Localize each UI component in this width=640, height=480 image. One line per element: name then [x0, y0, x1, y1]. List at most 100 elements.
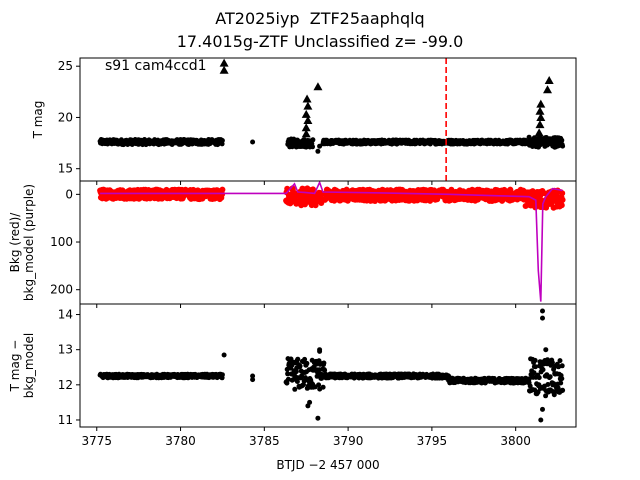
data-point: [540, 406, 545, 412]
y-tick-label: 0: [65, 187, 73, 201]
top-panel-data: [97, 58, 566, 181]
y-tick-label: 14: [58, 308, 73, 322]
data-point: [547, 374, 553, 380]
data-point: [533, 364, 538, 370]
data-point: [285, 371, 291, 377]
triangle-point: [301, 129, 311, 138]
data-point: [310, 137, 316, 143]
triangle-point: [219, 65, 229, 74]
data-point: [543, 393, 549, 399]
data-point: [315, 415, 321, 421]
data-point: [540, 367, 546, 373]
triangle-point: [536, 99, 546, 108]
y-axis-label: T mag −bkg_model: [8, 333, 36, 399]
data-point: [538, 417, 544, 423]
x-tick-label: 3780: [165, 434, 196, 448]
y-tick-label: 20: [58, 110, 73, 124]
y-tick-label: 25: [58, 59, 73, 73]
data-point: [315, 148, 321, 154]
bkg-model-line: [100, 181, 563, 302]
bkg-point: [558, 202, 565, 209]
data-point: [559, 137, 565, 143]
triangle-point: [303, 116, 313, 125]
data-point: [527, 383, 533, 389]
triangle-point: [534, 128, 544, 137]
x-tick-label: 3785: [249, 434, 280, 448]
x-tick-label: 3775: [81, 434, 112, 448]
data-point: [540, 308, 545, 314]
data-point: [285, 376, 291, 382]
data-point: [321, 360, 327, 366]
chart-title-line2: 17.4015g-ZTF Unclassified z= -99.0: [176, 32, 464, 51]
data-point: [559, 363, 565, 369]
triangle-point: [535, 120, 545, 129]
axes-layer: 15 20 25 T mag 0 100 200 Bkg (red)/bkg_model (p…: [8, 57, 577, 472]
y-tick-label: 200: [50, 283, 73, 297]
triangle-point: [219, 58, 229, 67]
chart-title-line1: AT2025iyp ZTF25aaphqlq: [215, 9, 425, 28]
data-point: [559, 376, 565, 382]
triangle-point: [301, 109, 311, 118]
y-tick-label: 11: [58, 413, 73, 427]
triangle-point: [543, 85, 553, 94]
x-axis-label: BTJD −2 457 000: [276, 458, 379, 472]
y-tick-label: 13: [58, 343, 73, 357]
data-point: [560, 143, 566, 149]
data-point: [294, 379, 300, 384]
y-tick-label: 12: [58, 378, 73, 392]
y-tick-label: 100: [50, 235, 73, 249]
data-point: [284, 380, 290, 386]
data-point: [250, 377, 256, 383]
triangle-point: [535, 106, 545, 115]
panel-frame: [79, 303, 577, 428]
x-tick-label: 3795: [417, 434, 448, 448]
data-point: [307, 399, 313, 405]
data-point: [297, 363, 303, 369]
bottom-panel-data: [97, 308, 566, 423]
data-point: [292, 386, 298, 392]
data-point: [221, 352, 227, 358]
data-point: [302, 356, 308, 362]
x-tick-label: 3790: [333, 434, 364, 448]
triangle-point: [536, 112, 546, 121]
middle-panel-data: [97, 181, 566, 302]
bkg-point: [310, 186, 316, 193]
triangle-point: [313, 82, 323, 91]
data-point: [549, 360, 555, 366]
data-point: [555, 385, 561, 391]
data-point: [310, 144, 315, 150]
data-point: [304, 360, 310, 366]
panel-frame: [79, 57, 577, 182]
x-tick-label: 3800: [500, 434, 531, 448]
data-point: [536, 375, 542, 381]
data-point: [543, 347, 549, 353]
data-point: [250, 373, 256, 379]
data-point: [320, 384, 326, 390]
bkg-point: [559, 196, 566, 203]
data-point: [250, 139, 256, 145]
data-point: [317, 348, 323, 354]
y-axis-label: T mag: [31, 101, 45, 140]
triangle-point: [301, 123, 311, 132]
data-point: [219, 372, 225, 378]
data-point: [219, 138, 225, 143]
data-point: [560, 387, 566, 393]
data-point: [322, 367, 328, 373]
data-point: [540, 315, 545, 321]
data-point: [532, 357, 538, 363]
triangle-point: [302, 94, 312, 103]
data-point: [531, 370, 537, 376]
data-point: [545, 382, 551, 387]
data-point: [316, 382, 322, 388]
data-point: [557, 358, 563, 364]
data-point: [295, 356, 301, 362]
data-point: [558, 380, 564, 386]
triangle-point: [303, 101, 313, 110]
ccd-annotation: s91 cam4ccd1: [105, 58, 207, 74]
y-axis-label: Bkg (red)/bkg_model (purple): [8, 184, 36, 301]
bkg-point: [559, 190, 566, 197]
triangle-point: [544, 76, 554, 85]
bkg-point: [543, 204, 550, 211]
y-tick-label: 15: [58, 162, 73, 176]
